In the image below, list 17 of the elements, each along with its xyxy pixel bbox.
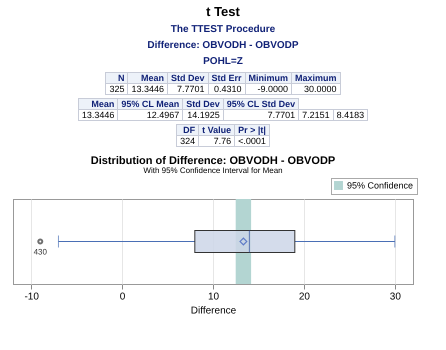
text: The TTEST Procedure	[170, 24, 276, 35]
text: DF t Value Pr > |t| 324 7.76 <.0001	[180, 125, 266, 146]
x-axis-title: Difference	[190, 306, 237, 316]
x-tick-label: 10	[208, 292, 220, 302]
x-tick-label: 30	[390, 292, 402, 302]
annotation: 430	[34, 248, 48, 256]
chart-subtitle: With 95% Confidence Interval for Mean	[143, 166, 283, 175]
text: Mean 95% CL Mean Std Dev 95% CL Std Dev 13.3446 12.4967 14.1925 7.7701 7.2151 8.4183	[82, 99, 364, 120]
x-tick-label: -10	[24, 292, 40, 302]
text: t Test	[205, 4, 241, 19]
legend-label: 95% Confidence	[347, 180, 414, 190]
text: Difference: OBVODH - OBVODP	[146, 40, 300, 51]
text: N Mean Std Dev Std Err Minimum Maximum 325 13.3446 7.7701 0.4310 -9.0000 30.0000	[109, 73, 337, 94]
chart-title: Distribution of Difference: OBVODH - OBVODP	[90, 155, 336, 167]
x-tick-label: 20	[298, 292, 310, 302]
text: POHL=Z	[202, 56, 244, 67]
x-tick-label: 0	[120, 292, 126, 302]
